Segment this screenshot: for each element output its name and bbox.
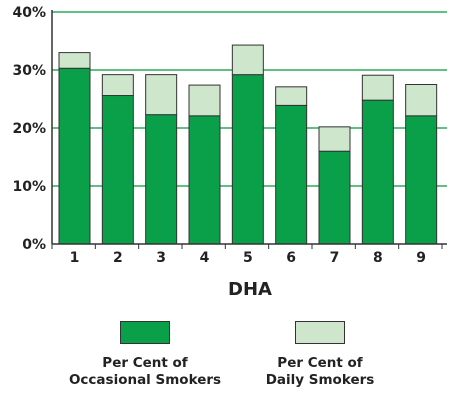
bar-occasional (361, 99, 394, 245)
bar-occasional (58, 67, 91, 245)
bar-daily (361, 74, 394, 101)
bar-daily (145, 74, 178, 116)
legend-occasional-line1: Per Cent of (102, 355, 188, 371)
legend-swatch-occasional (120, 321, 170, 344)
bar-daily (188, 84, 221, 117)
legend-occasional-line2: Occasional Smokers (68, 372, 222, 388)
bar-daily (58, 52, 91, 69)
x-tick-label: 3 (156, 250, 166, 266)
legend-label-occasional: Per Cent of Occasional Smokers (65, 355, 225, 389)
bar-daily (405, 84, 438, 117)
bar-occasional (318, 150, 351, 245)
bars (58, 44, 438, 245)
bar-occasional (231, 74, 264, 245)
y-tick-label: 20% (12, 121, 46, 137)
x-tick-labels: 1 2 3 4 5 6 7 8 9 (70, 250, 426, 266)
y-tick-label: 10% (12, 179, 46, 195)
axes (51, 10, 447, 249)
legend-swatch-daily (295, 321, 345, 344)
bar-occasional (188, 115, 221, 245)
y-tick-labels: 0% 10% 20% 30% 40% (12, 5, 46, 253)
x-tick-label: 9 (416, 250, 426, 266)
bar-occasional (405, 115, 438, 245)
x-axis-label: DHA (228, 279, 272, 300)
x-tick-label: 2 (113, 250, 123, 266)
y-tick-label: 40% (12, 5, 46, 21)
y-tick-label: 0% (22, 237, 46, 253)
x-tick-label: 5 (243, 250, 253, 266)
x-tick-label: 8 (373, 250, 383, 266)
legend-daily-line2: Daily Smokers (265, 372, 375, 388)
bar-daily (101, 74, 134, 97)
legend-daily-line1: Per Cent of (277, 355, 363, 371)
bar-daily (275, 86, 308, 106)
legend-label-daily: Per Cent of Daily Smokers (245, 355, 395, 389)
x-tick-label: 7 (330, 250, 340, 266)
bar-occasional (145, 114, 178, 245)
x-tick-label: 6 (286, 250, 296, 266)
x-tick-label: 4 (200, 250, 210, 266)
y-tick-label: 30% (12, 63, 46, 79)
x-tick-label: 1 (70, 250, 80, 266)
bar-daily (318, 126, 351, 152)
bar-daily (231, 44, 264, 76)
bar-occasional (101, 95, 134, 245)
bar-occasional (275, 104, 308, 245)
